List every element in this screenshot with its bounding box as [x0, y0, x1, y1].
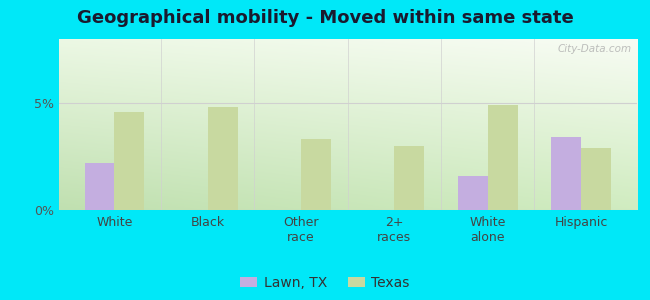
- Text: Geographical mobility - Moved within same state: Geographical mobility - Moved within sam…: [77, 9, 573, 27]
- Bar: [84, 163, 114, 210]
- Bar: [301, 140, 331, 210]
- Bar: [458, 176, 488, 210]
- Bar: [551, 137, 581, 210]
- Bar: [395, 146, 424, 210]
- Legend: Lawn, TX, Texas: Lawn, TX, Texas: [240, 276, 410, 290]
- Bar: [114, 112, 144, 210]
- Bar: [581, 148, 611, 210]
- Text: City-Data.com: City-Data.com: [557, 44, 631, 54]
- Bar: [488, 105, 517, 210]
- Bar: [208, 107, 238, 210]
